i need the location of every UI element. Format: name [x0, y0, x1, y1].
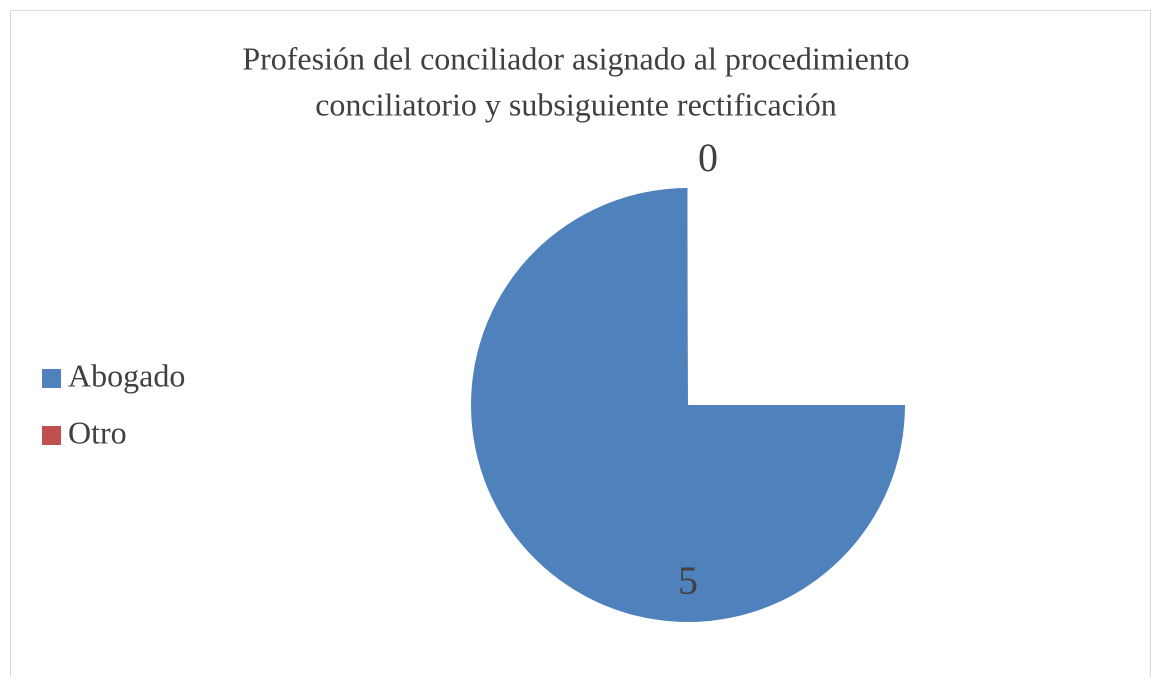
pie-slice	[471, 188, 905, 623]
legend-label: Otro	[68, 414, 127, 450]
chart-title: conciliatorio y subsiguiente rectificaci…	[315, 86, 837, 122]
pie-slice	[687, 188, 905, 405]
chart-title: Profesión del conciliador asignado al pr…	[242, 40, 909, 76]
data-label: 0	[698, 135, 718, 180]
legend-swatch	[42, 369, 61, 388]
legend-label: Abogado	[68, 357, 185, 393]
legend-swatch	[42, 426, 61, 445]
data-label: 5	[678, 558, 698, 603]
